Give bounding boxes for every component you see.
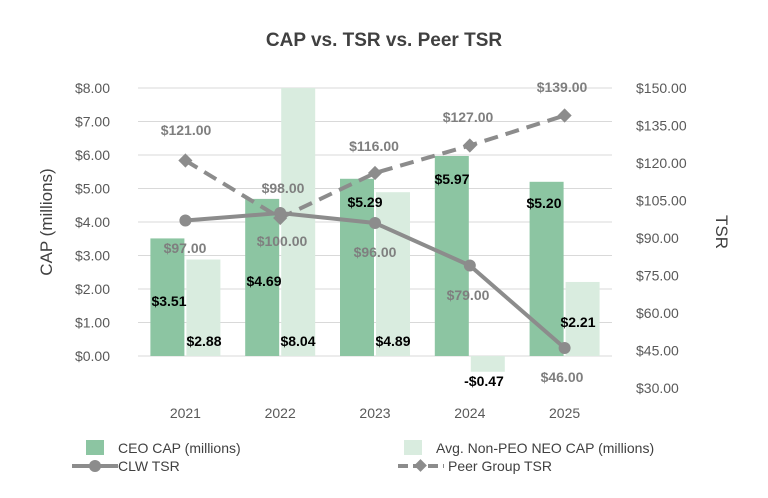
x-tick-label: 2024 <box>454 405 485 421</box>
clw-tsr-label: $97.00 <box>164 240 207 256</box>
x-tick-label: 2023 <box>359 405 390 421</box>
left-tick-label: $3.00 <box>75 248 110 264</box>
legend-swatch-ceo-cap <box>86 440 104 455</box>
right-tick-label: $45.00 <box>636 343 679 359</box>
right-axis-title: TSR <box>712 215 731 249</box>
legend-label-clw-tsr: CLW TSR <box>118 458 180 474</box>
peer-tsr-label: $127.00 <box>443 109 494 125</box>
peer-tsr-label: $98.00 <box>262 180 305 196</box>
bar-series <box>150 88 600 372</box>
ceo-cap-label: $3.51 <box>151 293 186 309</box>
ceo-cap-bar <box>340 178 374 356</box>
clw-tsr-marker <box>558 342 571 354</box>
left-axis-title: CAP (millions) <box>37 168 56 275</box>
ceo-cap-label: $5.29 <box>347 194 382 210</box>
ceo-cap-bar <box>245 198 280 356</box>
neo-cap-label: $4.89 <box>375 333 410 349</box>
ceo-cap-label: $5.20 <box>526 195 561 211</box>
left-tick-label: $5.00 <box>75 181 110 197</box>
legend-marker-peer-tsr <box>414 459 427 472</box>
x-tick-label: 2022 <box>265 405 296 421</box>
ceo-cap-label: $4.69 <box>246 273 281 289</box>
ceo-cap-bar <box>529 181 564 356</box>
peer-tsr-line <box>184 113 566 221</box>
clw-tsr-marker <box>274 207 287 219</box>
neo-cap-label: $2.21 <box>560 314 595 330</box>
legend: CEO CAP (millions) Avg. Non-PEO NEO CAP (… <box>72 440 654 474</box>
neo-cap-label: -$0.47 <box>464 373 504 389</box>
neo-cap-bar <box>470 356 505 372</box>
right-tick-label: $30.00 <box>636 380 679 396</box>
clw-tsr-line <box>185 210 566 350</box>
peer-tsr-marker <box>367 165 383 181</box>
neo-cap-label: $2.88 <box>186 333 221 349</box>
left-tick-label: $8.00 <box>75 80 110 96</box>
right-tick-label: $90.00 <box>636 230 679 246</box>
data-labels: $3.51 $4.69 $5.29 $5.97 $5.20 $2.88 $8.04 $4.89… <box>151 79 595 389</box>
left-tick-label: $2.00 <box>75 281 110 297</box>
line-series <box>178 108 572 354</box>
peer-tsr-marker <box>462 138 477 153</box>
peer-tsr-label: $116.00 <box>349 138 399 154</box>
clw-tsr-label: $46.00 <box>541 369 584 385</box>
left-tick-label: $4.00 <box>75 214 110 230</box>
right-tick-label: $150.00 <box>636 80 687 96</box>
legend-marker-clw-tsr <box>89 460 101 472</box>
left-tick-label: $1.00 <box>75 315 110 331</box>
x-tick-label: 2025 <box>549 405 580 421</box>
legend-label-peer-tsr: Peer Group TSR <box>448 458 552 474</box>
clw-tsr-marker <box>463 259 476 272</box>
ceo-cap-label: $5.97 <box>434 171 469 187</box>
clw-tsr-label: $79.00 <box>447 287 490 303</box>
x-tick-label: 2021 <box>170 405 201 421</box>
axes: $0.00 $1.00 $2.00 $3.00 $4.00 $5.00 $6.00 $7.00… <box>37 80 731 421</box>
right-tick-label: $120.00 <box>636 155 687 171</box>
clw-tsr-label: $100.00 <box>257 233 308 249</box>
clw-tsr-marker <box>179 214 192 227</box>
right-tick-label: $60.00 <box>636 305 679 321</box>
neo-cap-bar <box>565 281 600 356</box>
left-tick-label: $0.00 <box>75 348 110 364</box>
right-tick-label: $75.00 <box>636 268 679 284</box>
clw-tsr-marker <box>369 217 381 229</box>
neo-cap-bar <box>186 259 221 356</box>
neo-cap-bar <box>376 192 410 356</box>
right-tick-label: $135.00 <box>636 118 687 134</box>
chart-title: CAP vs. TSR vs. Peer TSR <box>266 30 502 51</box>
neo-cap-label: $8.04 <box>280 333 315 349</box>
legend-label-neo-cap: Avg. Non-PEO NEO CAP (millions) <box>436 440 654 456</box>
neo-cap-bar <box>281 88 316 356</box>
ceo-cap-bar <box>150 238 185 356</box>
peer-tsr-marker <box>557 108 572 123</box>
peer-tsr-label: $121.00 <box>161 122 212 138</box>
left-tick-label: $7.00 <box>75 114 110 130</box>
right-tick-label: $105.00 <box>636 193 687 209</box>
left-tick-label: $6.00 <box>75 147 110 163</box>
peer-tsr-marker <box>178 153 193 168</box>
clw-tsr-label: $96.00 <box>354 244 397 260</box>
legend-swatch-neo-cap <box>404 440 422 455</box>
legend-label-ceo-cap: CEO CAP (millions) <box>118 440 241 456</box>
peer-tsr-label: $139.00 <box>537 79 588 95</box>
